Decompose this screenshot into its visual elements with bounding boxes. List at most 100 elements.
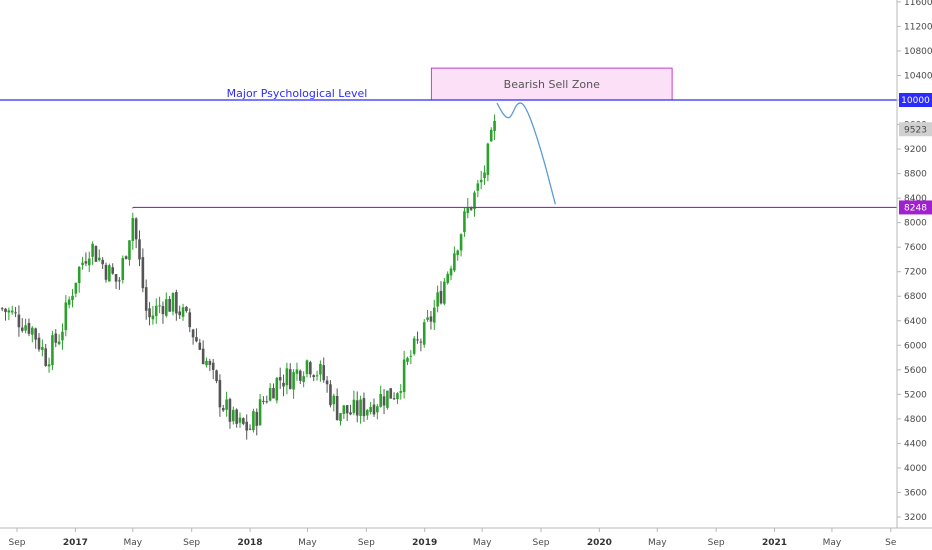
candle-body bbox=[275, 377, 279, 401]
candle-body bbox=[178, 311, 182, 316]
candle-body bbox=[406, 357, 409, 362]
candle-body bbox=[111, 267, 115, 274]
candle-body bbox=[422, 322, 426, 345]
candle-body bbox=[345, 405, 349, 414]
candle-body bbox=[94, 246, 98, 262]
candle-body bbox=[14, 312, 17, 314]
candle-body bbox=[265, 401, 269, 403]
candle-body bbox=[10, 310, 14, 313]
candle-body bbox=[124, 256, 128, 259]
candle-body bbox=[238, 417, 242, 423]
candle-body bbox=[483, 172, 486, 178]
candle-body bbox=[396, 393, 399, 400]
candle-body bbox=[493, 120, 496, 131]
candle-body bbox=[463, 211, 466, 232]
candle-body bbox=[211, 362, 215, 370]
candle-body bbox=[446, 273, 449, 283]
candle-body bbox=[108, 265, 111, 282]
candle-body bbox=[64, 302, 68, 331]
x-tick-label: Sep bbox=[9, 538, 26, 548]
x-axis-ticks: Sep 2017 May Sep 2018 May Sep 2019 May Sep 2020 May… bbox=[9, 528, 897, 548]
candle-body bbox=[329, 384, 332, 406]
candle-body bbox=[128, 240, 131, 260]
candle-body bbox=[191, 329, 195, 338]
candle-body bbox=[305, 360, 309, 374]
candle-body bbox=[51, 335, 54, 366]
candle-body bbox=[181, 307, 185, 317]
y-tick-label: 4800 bbox=[904, 415, 927, 425]
candle-body bbox=[416, 339, 419, 341]
candle-body bbox=[362, 398, 366, 417]
candle-body bbox=[349, 412, 352, 415]
candle-body bbox=[148, 308, 151, 318]
candle-body bbox=[459, 234, 463, 251]
zones-layer: Bearish Sell Zone bbox=[430, 67, 673, 101]
candle-body bbox=[432, 307, 436, 323]
candle-body bbox=[84, 261, 88, 264]
candle-body bbox=[228, 399, 232, 422]
candle-body bbox=[231, 409, 235, 422]
candle-body bbox=[31, 327, 34, 335]
candle-body bbox=[255, 411, 259, 426]
price-tag-label: 10000 bbox=[901, 96, 930, 106]
y-tick-label: 11200 bbox=[904, 22, 932, 32]
candle-body bbox=[342, 405, 346, 414]
y-tick-label: 10400 bbox=[904, 71, 932, 81]
candle-body bbox=[17, 314, 21, 328]
candle-body bbox=[242, 418, 245, 424]
candle-body bbox=[47, 364, 51, 367]
y-tick-label: 7200 bbox=[904, 268, 927, 278]
y-tick-label: 6400 bbox=[904, 317, 927, 327]
candle-body bbox=[205, 360, 208, 366]
candle-body bbox=[151, 315, 155, 320]
candle-body bbox=[295, 369, 299, 374]
candle-body bbox=[399, 391, 403, 393]
candle-body bbox=[335, 395, 339, 421]
candle-body bbox=[369, 406, 372, 413]
candle-body bbox=[248, 428, 252, 430]
x-tick-label: 2019 bbox=[412, 538, 437, 548]
candle-body bbox=[298, 370, 302, 381]
candle-body bbox=[195, 337, 198, 342]
x-tick-label: 2021 bbox=[762, 538, 787, 548]
candle-body bbox=[24, 325, 27, 331]
x-tick-label: 2020 bbox=[587, 538, 612, 548]
x-tick-label: Sep bbox=[358, 538, 375, 548]
candle-body bbox=[98, 257, 101, 261]
candle-body bbox=[376, 406, 379, 413]
candle-body bbox=[144, 287, 148, 311]
x-tick-label: May bbox=[298, 538, 317, 548]
candle-body bbox=[486, 143, 490, 175]
candle-body bbox=[252, 411, 255, 431]
candle-body bbox=[288, 369, 292, 389]
x-tick-label: May bbox=[823, 538, 842, 548]
candle-body bbox=[4, 308, 7, 313]
candle-body bbox=[67, 299, 71, 305]
candle-body bbox=[379, 393, 382, 407]
candle-body bbox=[158, 305, 161, 307]
candle-body bbox=[443, 281, 446, 304]
y-tick-label: 3200 bbox=[904, 513, 927, 523]
candle-body bbox=[118, 280, 121, 282]
candle-body bbox=[355, 400, 359, 416]
candle-body bbox=[215, 370, 218, 382]
candle-body bbox=[312, 375, 315, 378]
candle-body bbox=[325, 380, 329, 385]
y-axis-ticks: 3200 3600 4000 4400 4800 5200 5600 6000 6400 6800… bbox=[897, 0, 932, 523]
y-tick-label: 8400 bbox=[904, 194, 927, 204]
zone-label: Bearish Sell Zone bbox=[504, 78, 600, 91]
candle-body bbox=[315, 375, 319, 377]
y-tick-label: 11600 bbox=[904, 0, 932, 8]
candle-body bbox=[134, 218, 138, 240]
candle-body bbox=[185, 306, 188, 312]
candle-body bbox=[77, 266, 81, 284]
candle-body bbox=[87, 258, 91, 266]
candle-body bbox=[392, 398, 396, 400]
candle-body bbox=[309, 362, 312, 375]
candle-body bbox=[456, 250, 460, 255]
candle-body bbox=[44, 348, 48, 366]
last-price-tag bbox=[899, 122, 932, 137]
candle-body bbox=[372, 404, 376, 415]
candle-body bbox=[161, 306, 165, 315]
